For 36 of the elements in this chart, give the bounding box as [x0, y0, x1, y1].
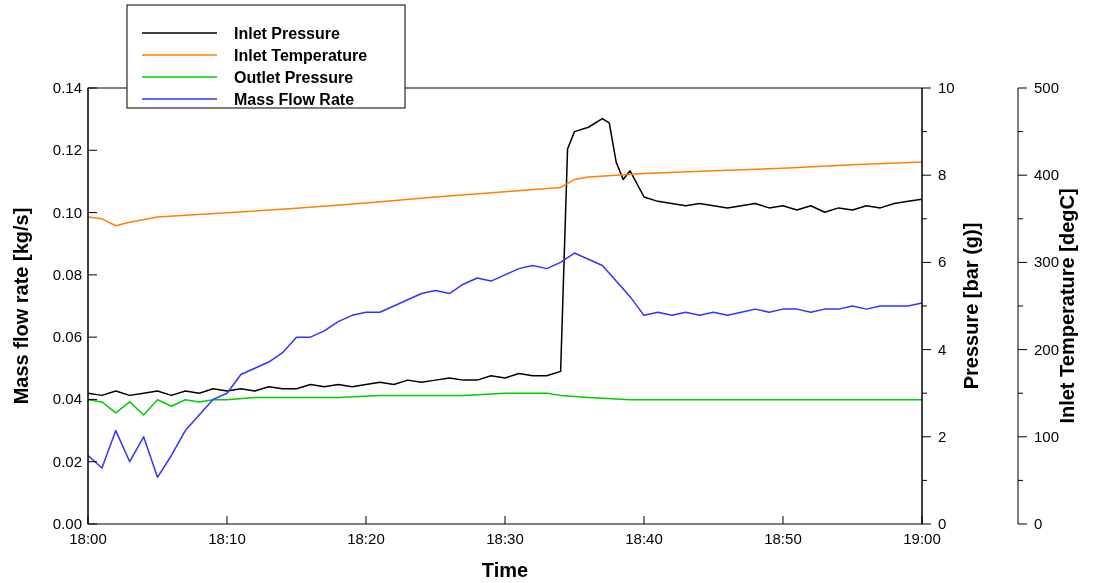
- y3-tick-label: 100: [1034, 427, 1060, 445]
- y-tick-label: 0.00: [52, 515, 82, 532]
- y3-tick-label: 0: [1034, 515, 1043, 532]
- x-tick-label: 18:40: [625, 530, 663, 547]
- y2-tick-label: 2: [938, 427, 947, 445]
- legend-label: Outlet Pressure: [234, 69, 354, 86]
- y-tick-label: 0.14: [52, 79, 82, 96]
- y-tick-label: 0.12: [52, 141, 82, 159]
- line-series: [88, 252, 922, 479]
- y3-tick-label: 500: [1034, 79, 1060, 96]
- x-tick-label: 18:10: [208, 530, 246, 547]
- x-tick-label: 19:00: [903, 530, 941, 547]
- y-tick-label: 0.06: [52, 328, 82, 346]
- y2-tick-label: 8: [938, 166, 947, 184]
- x-tick-label: 18:30: [486, 530, 524, 547]
- y2-tick-label: 4: [938, 340, 947, 358]
- legend-label: Inlet Pressure: [234, 25, 340, 42]
- y2-tick-label: 6: [938, 253, 947, 271]
- x-tick-label: 18:00: [69, 530, 107, 547]
- y-tick-label: 0.10: [52, 203, 82, 221]
- legend-label: Inlet Temperature: [234, 47, 368, 64]
- x-tick-label: 18:50: [764, 530, 802, 547]
- y2-axis-title: Pressure [bar (g)]: [960, 222, 982, 390]
- y-axis-title: Mass flow rate [kg/s]: [10, 207, 32, 405]
- x-tick-label: 18:20: [347, 530, 385, 547]
- y3-tick-label: 400: [1034, 166, 1060, 184]
- y-tick-label: 0.04: [52, 390, 82, 408]
- y2-tick-label: 10: [938, 79, 955, 96]
- y-tick-label: 0.02: [52, 452, 82, 470]
- line-series: [88, 161, 922, 227]
- line-series: [88, 392, 922, 416]
- y-tick-label: 0.08: [52, 265, 82, 283]
- y3-tick-label: 300: [1034, 253, 1060, 271]
- y2-tick-label: 0: [938, 515, 947, 532]
- x-axis-title: Time: [481, 559, 529, 581]
- legend-label: Mass Flow Rate: [234, 91, 355, 108]
